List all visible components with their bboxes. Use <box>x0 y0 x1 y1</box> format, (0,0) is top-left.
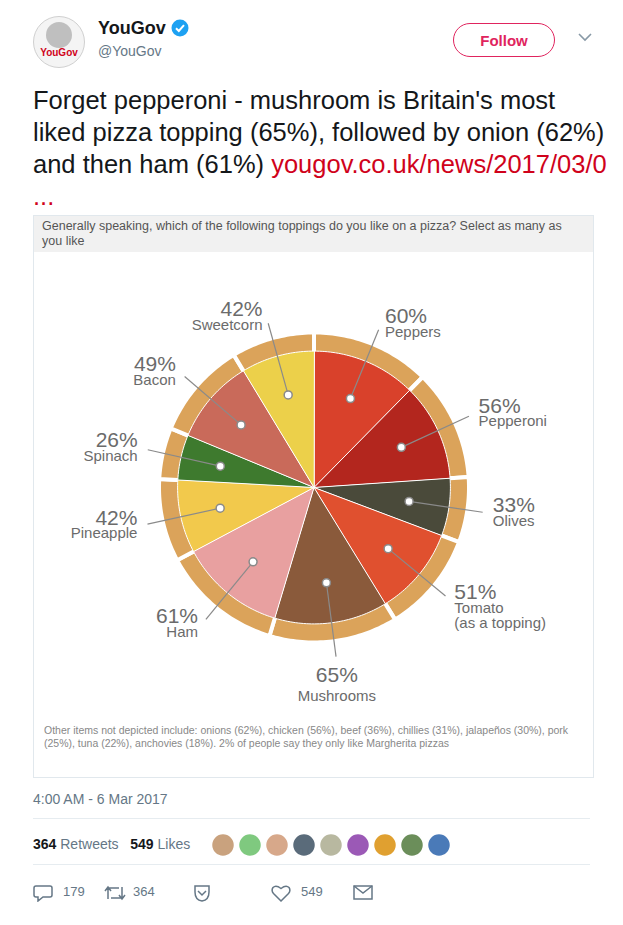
html-text:YouGov: YouGov <box>40 47 78 58</box>
html-text:Follow: Follow <box>480 32 528 49</box>
svg-text:65%: 65% <box>316 663 358 686</box>
html-text:YouGov: YouGov <box>98 18 166 38</box>
svg-text:Tomato(as a topping): Tomato(as a topping) <box>454 599 546 631</box>
svg-text:Mushrooms: Mushrooms <box>298 687 376 704</box>
html-text:549: 549 <box>301 884 323 899</box>
svg-text:60%: 60% <box>385 304 427 327</box>
svg-text:Spinach: Spinach <box>83 447 137 464</box>
svg-text:26%: 26% <box>95 428 138 452</box>
svg-text:Bacon: Bacon <box>133 371 176 388</box>
html-text:Forget pepperoni - mushroom is: Forget pepperoni - mushroom is Britain's… <box>33 86 607 210</box>
html-text:549 Likes: 549 Likes <box>130 836 191 852</box>
svg-text:Pineapple: Pineapple <box>71 524 138 541</box>
html-text:Generally speaking, which of t: Generally speaking, which of the followi… <box>42 219 562 248</box>
html-text:364 Retweets: 364 Retweets <box>33 836 119 852</box>
html-text:4:00 AM - 6 Mar 2017: 4:00 AM - 6 Mar 2017 <box>33 791 168 807</box>
svg-text:Olives: Olives <box>493 512 535 529</box>
svg-text:Peppers: Peppers <box>385 323 441 340</box>
svg-text:Ham: Ham <box>166 623 198 640</box>
svg-text:42%: 42% <box>95 505 138 529</box>
svg-text:56%: 56% <box>478 393 521 417</box>
svg-text:61%: 61% <box>156 604 198 628</box>
html-text:179: 179 <box>63 884 85 899</box>
svg-text:33%: 33% <box>492 493 535 517</box>
svg-text:51%: 51% <box>454 580 497 603</box>
svg-text:Sweetcorn: Sweetcorn <box>192 316 263 333</box>
svg-text:42%: 42% <box>220 297 263 321</box>
html-text:364: 364 <box>133 884 155 899</box>
svg-text:49%: 49% <box>133 352 176 376</box>
html-text:@YouGov: @YouGov <box>98 43 162 59</box>
html-text:Other items not depicted inclu: Other items not depicted include: onions… <box>44 724 569 749</box>
svg-text:Pepperoni: Pepperoni <box>479 412 547 429</box>
